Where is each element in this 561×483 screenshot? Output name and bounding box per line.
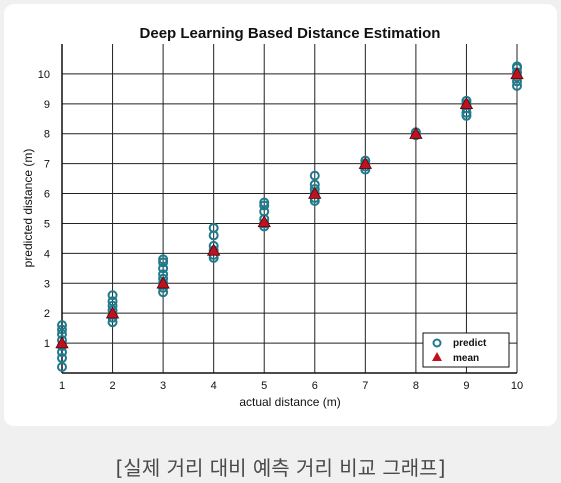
mean-point [510,67,524,80]
y-tick-label: 7 [44,159,50,171]
predict-point [107,290,118,301]
x-tick-label: 2 [109,380,115,392]
x-tick-label: 4 [211,380,217,392]
y-tick-label: 2 [44,308,50,320]
x-tick-label: 10 [511,380,523,392]
figure-caption: [실제 거리 대비 예측 거리 비교 그래프] [115,456,446,480]
mean-point [358,156,373,169]
mean-point [308,186,322,199]
y-tick-label: 4 [44,248,50,260]
x-tick-label: 7 [362,380,368,392]
mean-point [409,126,423,139]
x-tick-label: 6 [312,380,318,392]
y-tick-label: 5 [44,218,50,230]
y-tick-label: 1 [44,338,50,350]
predict-point [309,170,320,181]
predict-point [208,222,219,233]
y-tick-label: 8 [44,129,50,141]
y-tick-label: 3 [44,278,50,290]
predict-point [259,197,270,208]
y-tick-label: 6 [44,189,50,201]
legend-predict-marker [432,338,442,348]
x-tick-label: 5 [261,380,267,392]
predict-point [57,320,67,331]
mean-point [459,96,474,110]
mean-point [105,306,120,319]
x-tick-label: 8 [413,380,419,392]
y-tick-label: 10 [38,69,50,81]
chart-title: Deep Learning Based Distance Estimation [140,25,441,42]
y-axis-label: predicted distance (m) [21,149,35,268]
predict-point [57,324,67,335]
predict-point [107,296,118,307]
mean-point [257,215,271,228]
x-tick-label: 3 [160,380,166,392]
plot-area [62,44,517,373]
legend-predict-label: predict [453,338,487,349]
predict-point [57,353,67,364]
legend-mean-marker [432,352,442,361]
y-tick-label: 9 [44,99,50,111]
x-tick-label: 9 [463,380,469,392]
legend: predict mean [422,332,510,368]
mean-point [206,243,221,256]
mean-point [156,276,170,289]
mean-point [55,336,69,349]
x-axis-label: actual distance (m) [239,395,340,409]
x-tick-label: 1 [59,380,65,392]
predict-point [158,254,169,265]
legend-mean-label: mean [453,353,479,364]
